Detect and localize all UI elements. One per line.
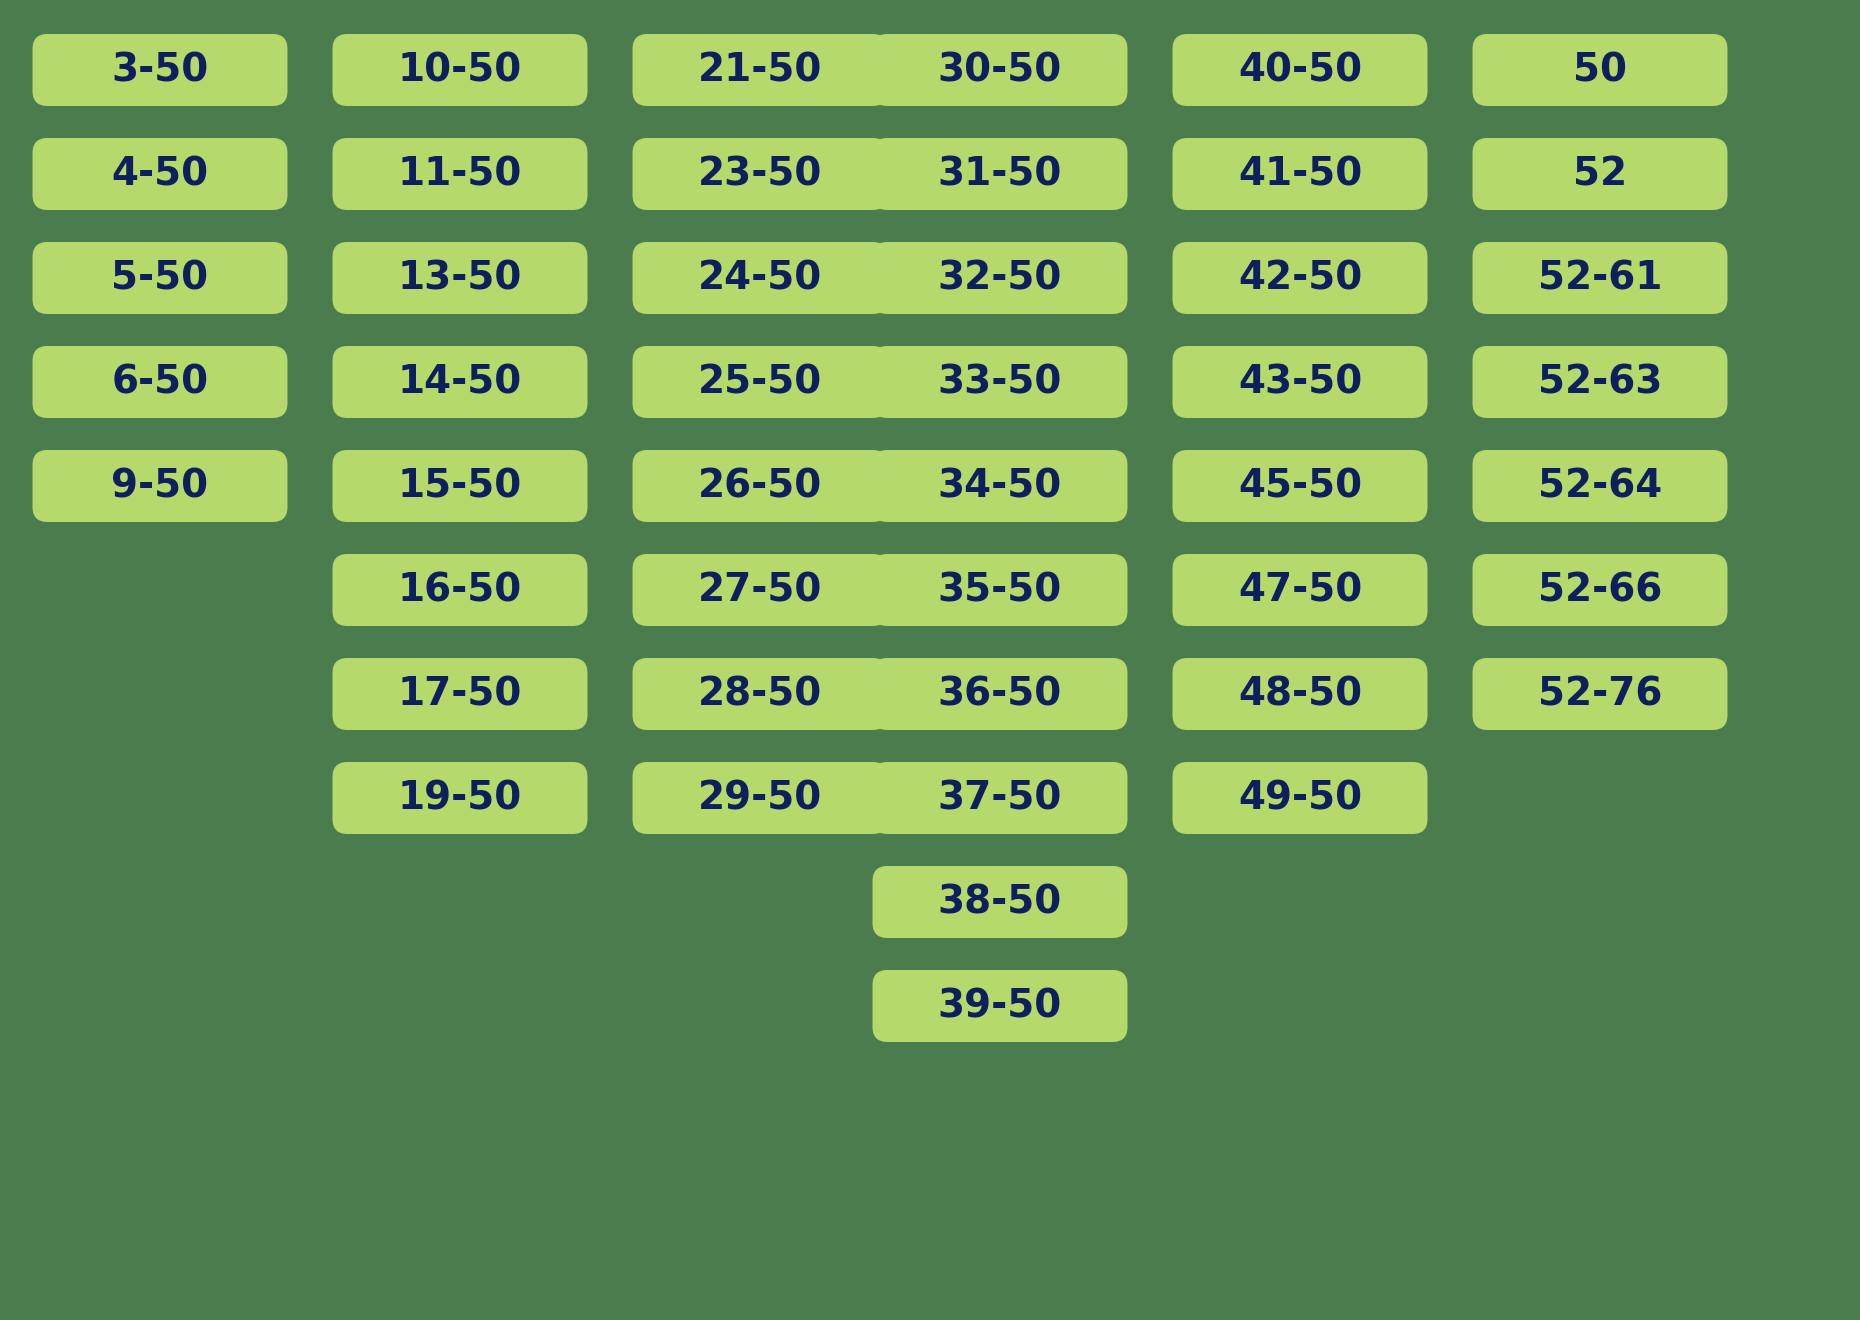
- Text: 52-63: 52-63: [1538, 363, 1663, 401]
- Text: 13-50: 13-50: [398, 259, 523, 297]
- Text: 3-50: 3-50: [112, 51, 208, 88]
- FancyBboxPatch shape: [632, 554, 887, 626]
- FancyBboxPatch shape: [872, 554, 1127, 626]
- Text: 49-50: 49-50: [1239, 779, 1362, 817]
- Text: 52-66: 52-66: [1538, 572, 1663, 609]
- FancyBboxPatch shape: [872, 762, 1127, 834]
- FancyBboxPatch shape: [333, 554, 588, 626]
- FancyBboxPatch shape: [632, 139, 887, 210]
- FancyBboxPatch shape: [872, 139, 1127, 210]
- FancyBboxPatch shape: [632, 242, 887, 314]
- FancyBboxPatch shape: [333, 657, 588, 730]
- Text: 41-50: 41-50: [1239, 154, 1362, 193]
- Text: 43-50: 43-50: [1239, 363, 1362, 401]
- FancyBboxPatch shape: [1172, 346, 1427, 418]
- FancyBboxPatch shape: [1172, 657, 1427, 730]
- FancyBboxPatch shape: [1172, 242, 1427, 314]
- FancyBboxPatch shape: [1473, 242, 1728, 314]
- Text: 40-50: 40-50: [1239, 51, 1362, 88]
- FancyBboxPatch shape: [632, 762, 887, 834]
- FancyBboxPatch shape: [872, 970, 1127, 1041]
- FancyBboxPatch shape: [632, 346, 887, 418]
- Text: 52: 52: [1574, 154, 1628, 193]
- FancyBboxPatch shape: [1473, 34, 1728, 106]
- FancyBboxPatch shape: [333, 762, 588, 834]
- FancyBboxPatch shape: [1172, 450, 1427, 521]
- Text: 25-50: 25-50: [698, 363, 822, 401]
- FancyBboxPatch shape: [32, 34, 288, 106]
- FancyBboxPatch shape: [32, 242, 288, 314]
- Text: 11-50: 11-50: [398, 154, 523, 193]
- Text: 39-50: 39-50: [937, 987, 1062, 1026]
- FancyBboxPatch shape: [872, 34, 1127, 106]
- Text: 29-50: 29-50: [698, 779, 822, 817]
- FancyBboxPatch shape: [1172, 34, 1427, 106]
- Text: 34-50: 34-50: [937, 467, 1062, 506]
- Text: 45-50: 45-50: [1239, 467, 1362, 506]
- FancyBboxPatch shape: [32, 450, 288, 521]
- FancyBboxPatch shape: [1473, 346, 1728, 418]
- Text: 26-50: 26-50: [698, 467, 822, 506]
- FancyBboxPatch shape: [32, 346, 288, 418]
- Text: 48-50: 48-50: [1239, 675, 1362, 713]
- Text: 32-50: 32-50: [937, 259, 1062, 297]
- Text: 52-61: 52-61: [1538, 259, 1663, 297]
- FancyBboxPatch shape: [32, 139, 288, 210]
- Text: 24-50: 24-50: [698, 259, 822, 297]
- FancyBboxPatch shape: [1172, 139, 1427, 210]
- Text: 38-50: 38-50: [937, 883, 1062, 921]
- Text: 52-76: 52-76: [1538, 675, 1663, 713]
- Text: 4-50: 4-50: [112, 154, 208, 193]
- FancyBboxPatch shape: [632, 34, 887, 106]
- Text: 36-50: 36-50: [937, 675, 1062, 713]
- FancyBboxPatch shape: [872, 242, 1127, 314]
- Text: 50: 50: [1574, 51, 1628, 88]
- FancyBboxPatch shape: [632, 450, 887, 521]
- Text: 30-50: 30-50: [937, 51, 1062, 88]
- FancyBboxPatch shape: [872, 346, 1127, 418]
- Text: 35-50: 35-50: [937, 572, 1062, 609]
- FancyBboxPatch shape: [1473, 139, 1728, 210]
- Text: 27-50: 27-50: [698, 572, 822, 609]
- Text: 10-50: 10-50: [398, 51, 523, 88]
- FancyBboxPatch shape: [872, 450, 1127, 521]
- FancyBboxPatch shape: [872, 657, 1127, 730]
- Text: 16-50: 16-50: [398, 572, 523, 609]
- Text: 33-50: 33-50: [937, 363, 1062, 401]
- FancyBboxPatch shape: [333, 450, 588, 521]
- FancyBboxPatch shape: [1172, 554, 1427, 626]
- Text: 19-50: 19-50: [398, 779, 523, 817]
- FancyBboxPatch shape: [1172, 762, 1427, 834]
- Text: 6-50: 6-50: [112, 363, 208, 401]
- FancyBboxPatch shape: [333, 139, 588, 210]
- FancyBboxPatch shape: [872, 866, 1127, 939]
- Text: 14-50: 14-50: [398, 363, 523, 401]
- FancyBboxPatch shape: [333, 346, 588, 418]
- FancyBboxPatch shape: [632, 657, 887, 730]
- FancyBboxPatch shape: [1473, 554, 1728, 626]
- Text: 37-50: 37-50: [937, 779, 1062, 817]
- Text: 9-50: 9-50: [112, 467, 208, 506]
- FancyBboxPatch shape: [333, 242, 588, 314]
- Text: 47-50: 47-50: [1239, 572, 1362, 609]
- FancyBboxPatch shape: [333, 34, 588, 106]
- Text: 28-50: 28-50: [698, 675, 822, 713]
- Text: 31-50: 31-50: [937, 154, 1062, 193]
- Text: 15-50: 15-50: [398, 467, 523, 506]
- FancyBboxPatch shape: [1473, 657, 1728, 730]
- Text: 52-64: 52-64: [1538, 467, 1663, 506]
- Text: 5-50: 5-50: [112, 259, 208, 297]
- Text: 17-50: 17-50: [398, 675, 523, 713]
- FancyBboxPatch shape: [1473, 450, 1728, 521]
- Text: 23-50: 23-50: [698, 154, 822, 193]
- Text: 21-50: 21-50: [698, 51, 822, 88]
- Text: 42-50: 42-50: [1239, 259, 1362, 297]
